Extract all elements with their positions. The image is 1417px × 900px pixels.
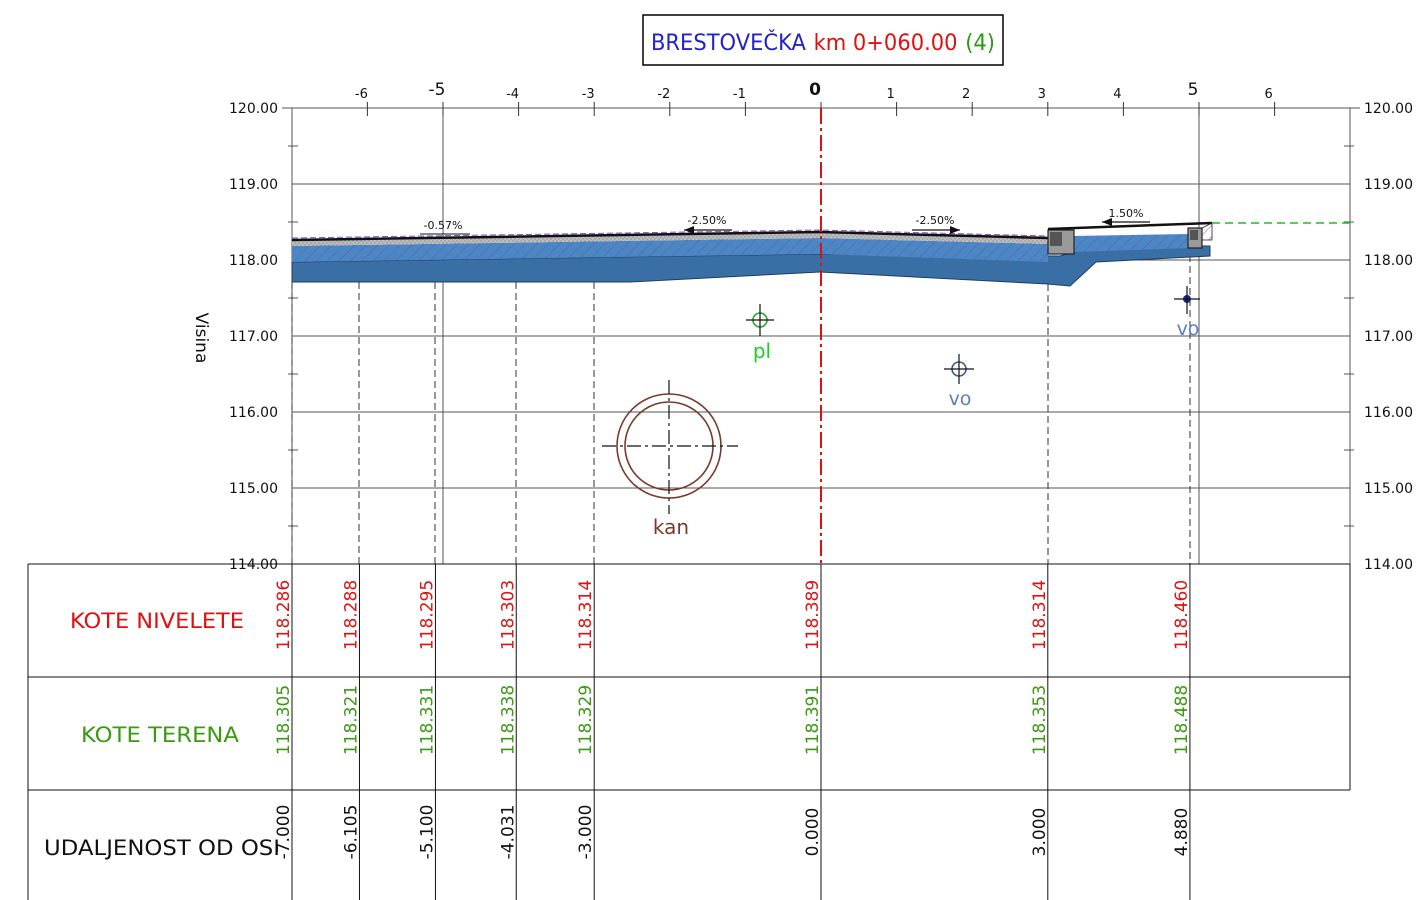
elevation-tick-label-right: 120.00 [1364, 101, 1413, 117]
elevation-tick-label-right: 119.00 [1364, 177, 1413, 193]
top-tick-label: 1 [886, 87, 894, 102]
cell-kote-nivelete: 118.389 [803, 580, 823, 650]
elevation-tick-label-right: 115.00 [1364, 481, 1413, 497]
elevation-tick-label-right: 117.00 [1364, 329, 1413, 345]
utility-kan: kan [602, 380, 738, 539]
sidewalk-surface [1047, 221, 1213, 231]
top-tick-label: 6 [1264, 87, 1272, 102]
top-tick-label: -1 [733, 87, 746, 102]
cell-kote-terena: 118.331 [417, 685, 437, 755]
cell-kote-terena: 118.488 [1172, 685, 1192, 755]
cell-udaljenost: -3.000 [576, 805, 596, 860]
top-tick-label: 4 [1113, 87, 1121, 102]
pavement-base-right-hatch [1074, 234, 1190, 252]
cell-kote-nivelete: 118.314 [1030, 580, 1050, 650]
elevation-tick-label-left: 115.00 [229, 481, 278, 497]
elevation-axis: 120.00 120.00 119.00 119.00 118.00 118.00 117.… [229, 101, 1413, 573]
section-title: BRESTOVEČKA km 0+060.00 (4) [642, 14, 1004, 66]
elevation-tick-label-left: 120.00 [229, 101, 278, 117]
slope-labels: -0.57% -2.50% -2.50% 1.50% [420, 207, 1150, 235]
elevation-axis-label: Visina [191, 313, 211, 364]
utility-pl-label: pl [753, 339, 771, 363]
drop-lines [291, 255, 1191, 564]
elevation-tick-label-left: 119.00 [229, 177, 278, 193]
top-tick-label: -5 [429, 80, 446, 100]
top-tick-label: 5 [1188, 80, 1199, 100]
table-columns: 118.286 118.305 -7.000 118.288 118.321 -6.105… [274, 564, 1192, 900]
cell-kote-terena: 118.353 [1030, 685, 1050, 755]
title-chainage: km 0+060.00 [814, 31, 958, 56]
title-section-no: (4) [965, 31, 995, 56]
cell-udaljenost: -7.000 [274, 805, 294, 860]
slope-right-outer: 1.50% [1109, 207, 1144, 220]
row-label-kote-nivelete: KOTE NIVELETE [70, 609, 244, 633]
elevation-tick-label-right: 116.00 [1364, 405, 1413, 421]
elevation-tick-label-left: 118.00 [229, 253, 278, 269]
top-tick-label: -4 [506, 87, 519, 102]
top-tick-label: 0 [809, 80, 821, 100]
title-road: BRESTOVEČKA [651, 30, 806, 56]
cell-udaljenost: 4.880 [1172, 808, 1192, 857]
cell-kote-terena: 118.305 [274, 685, 294, 755]
row-label-kote-terena: KOTE TERENA [81, 723, 240, 747]
cell-kote-nivelete: 118.314 [576, 580, 596, 650]
cell-kote-terena: 118.391 [803, 685, 823, 755]
elevation-tick-label-left: 116.00 [229, 405, 278, 421]
utility-vo-right: vo [1174, 286, 1200, 340]
slope-left-inner: -2.50% [688, 214, 727, 227]
top-tick-label: -6 [355, 87, 368, 102]
title-text: BRESTOVEČKA km 0+060.00 (4) [651, 30, 995, 56]
pavement-base-hatch [292, 238, 1048, 262]
top-tick-label: -3 [582, 87, 595, 102]
row-label-udaljenost: UDALJENOST OD OSI [44, 836, 280, 860]
data-table: KOTE NIVELETE KOTE TERENA UDALJENOST OD … [27, 563, 1351, 900]
top-tick-label: -2 [657, 87, 670, 102]
road-pavement [291, 221, 1213, 287]
cell-udaljenost: -6.105 [341, 805, 361, 860]
cell-kote-nivelete: 118.460 [1172, 580, 1192, 650]
top-tick-label: 3 [1038, 87, 1046, 102]
utility-vo-center: vo [944, 354, 974, 410]
cell-kote-nivelete: 118.288 [341, 580, 361, 650]
top-tick-label: 2 [962, 87, 970, 102]
slope-left-outer: -0.57% [424, 219, 463, 232]
cell-kote-terena: 118.321 [341, 685, 361, 755]
elevation-tick-label-right: 114.00 [1364, 557, 1413, 573]
cell-kote-terena: 118.329 [576, 685, 596, 755]
cell-udaljenost: -4.031 [498, 805, 518, 860]
title-box [642, 14, 1004, 66]
elevation-tick-label-left: 114.00 [229, 557, 278, 573]
cell-kote-nivelete: 118.295 [417, 580, 437, 650]
utility-vo-right-label: vo [1177, 318, 1200, 340]
utility-pl: pl [746, 304, 774, 363]
slope-right-inner: -2.50% [916, 214, 955, 227]
cell-kote-nivelete: 118.303 [498, 580, 518, 650]
cell-udaljenost: -5.100 [417, 805, 437, 860]
utility-vo-center-label: vo [949, 388, 972, 410]
elevation-tick-label-right: 118.00 [1364, 253, 1413, 269]
pavement-gravel [292, 232, 1048, 246]
cell-udaljenost: 3.000 [1030, 808, 1050, 857]
cell-kote-terena: 118.338 [498, 685, 518, 755]
top-offset-axis: -6 -5 -4 -3 -2 -1 0 1 2 3 4 5 6 [355, 80, 1276, 116]
cell-udaljenost: 0.000 [803, 808, 823, 857]
elevation-tick-label-left: 117.00 [229, 329, 278, 345]
utility-kan-label: kan [653, 515, 689, 539]
cell-kote-nivelete: 118.286 [274, 580, 294, 650]
